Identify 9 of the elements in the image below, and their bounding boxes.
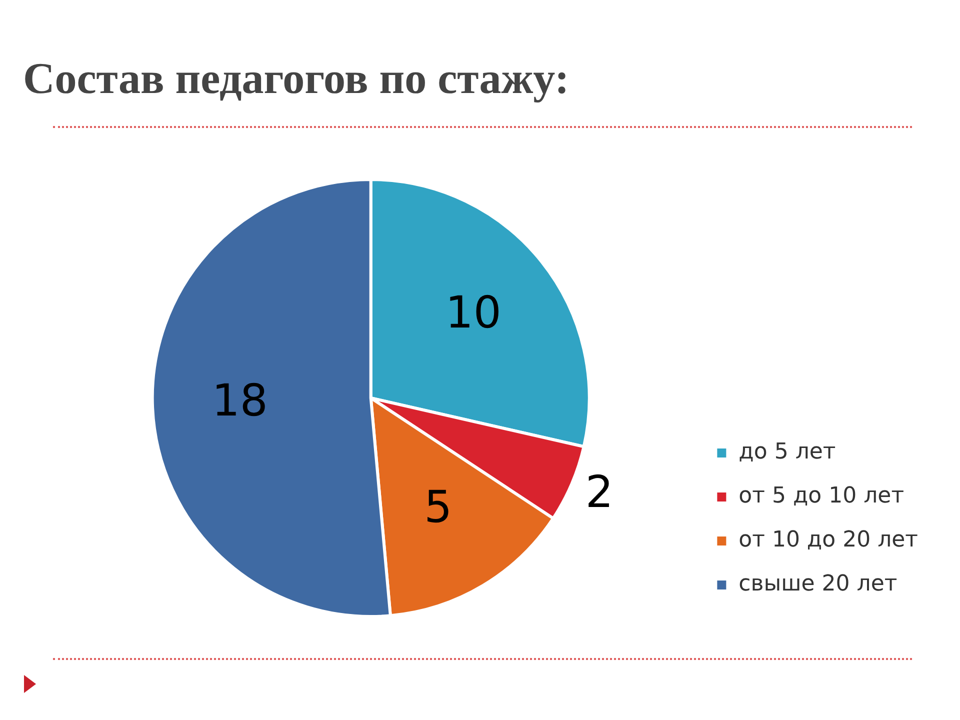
legend-label: от 10 до 20 лет — [738, 528, 918, 553]
data-label: 10 — [445, 288, 502, 339]
chart-title: Состав педагогов по стажу: — [22, 53, 570, 104]
data-label: 5 — [424, 482, 452, 533]
data-label: 2 — [585, 467, 614, 518]
legend-label: свыше 20 лет — [738, 572, 898, 597]
legend-label: до 5 лет — [738, 440, 836, 465]
data-label: 18 — [212, 375, 268, 426]
legend-label: от 5 до 10 лет — [738, 484, 904, 509]
